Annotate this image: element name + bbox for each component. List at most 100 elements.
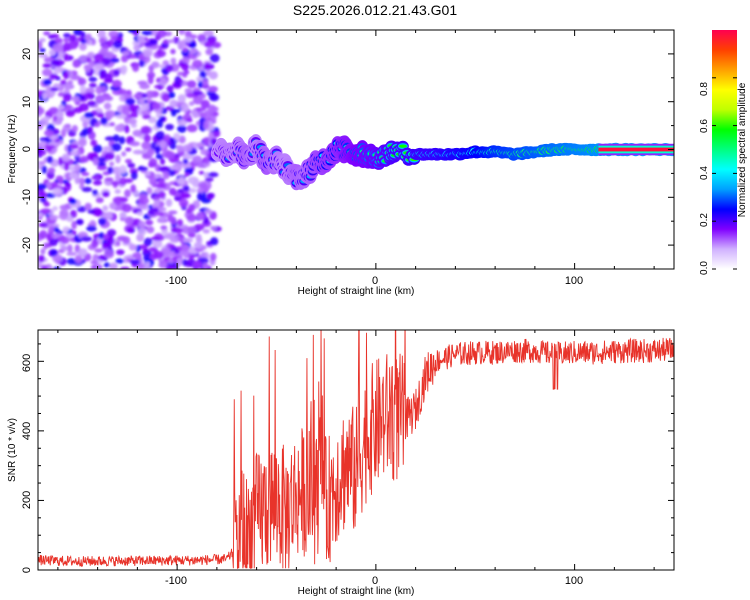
spectrogram-noise-blob [96,112,105,118]
snr-x-axis-label: Height of straight line (km) [298,586,415,597]
spectrogram-noise-blob [212,41,222,49]
colorbar-label: Normalized spectral amplitude [737,82,748,217]
colorbar-tick-label: 0.8 [699,82,710,96]
spectrogram-noise-blob [209,252,217,261]
spectrogram-noise-blob [92,180,103,186]
spectrogram-noise-blob [125,97,136,106]
spectrogram-signal-core [398,144,407,148]
spectrogram-noise-blob [57,92,65,97]
spectrogram-noise-blob [59,204,70,211]
spectrogram-noise-blob [119,94,126,102]
colorbar-ticks [712,77,737,270]
spectrogram-noise-blob [119,177,127,186]
spectrogram-noise-blob [176,178,185,185]
spectrogram-noise-blob [121,151,127,157]
spectrogram-noise-blob [110,35,118,41]
spectrogram-noise-blob [211,106,219,112]
spectrogram-noise-blob [183,249,190,259]
spectrogram-noise-blob [81,236,92,242]
spectrogram-noise-blob [90,260,99,265]
spectrogram-noise-blob [118,136,126,145]
spectrogram-noise-blob [40,265,49,269]
spectrogram-noise-blob [207,172,219,178]
spectrogram-noise-blob [121,50,130,56]
spectrogram-noise-blob [40,196,47,203]
spectrogram-noise-blob [49,73,59,80]
spectrogram-noise-blob [101,44,109,49]
spectrogram-noise-blob [38,183,47,190]
spectrogram-noise-blob [150,236,162,241]
spectrogram-noise-blob [98,217,107,226]
spectrogram-noise-blob [100,85,107,94]
spectrogram-noise-blob [58,104,65,110]
spectrogram-noise-blob [63,37,70,43]
spectrogram-noise-blob [209,225,217,231]
spectrogram-noise-blob [115,173,121,182]
spectrogram-noise-blob [94,122,100,128]
spectrogram-noise-blob [209,237,219,246]
spectrogram-panel: -100 0 100 Height of straight line (km) … [7,29,675,297]
spectrogram-noise-blob [157,191,166,199]
spectrogram-noise-blob [124,124,130,134]
spectrogram-y-tick-label: 20 [21,48,33,60]
spectrogram-noise-blob [138,220,146,230]
spectrogram-heat [38,30,674,269]
spectrogram-noise-blob [138,244,149,250]
spectrogram-noise-blob [43,57,54,63]
spectrogram-noise-blob [149,39,158,44]
snr-y-tick-label: 400 [21,422,33,440]
spectrogram-noise-blob [90,265,97,269]
spectrogram-noise-blob [81,248,88,256]
spectrogram-noise-blob [153,173,163,178]
spectrogram-noise-blob [48,107,59,115]
spectrogram-noise-blob [157,166,169,172]
spectrogram-noise-blob [146,186,153,195]
spectrogram-noise-blob [103,249,115,259]
spectrogram-noise-blob [104,211,113,220]
spectrogram-noise-blob [91,175,100,180]
spectrogram-noise-blob [68,34,77,43]
figure-title: S225.2026.012.21.43.G01 [293,2,457,18]
snr-series [38,330,674,570]
spectrogram-noise-blob [63,162,70,171]
spectrogram-noise-blob [38,212,44,218]
spectrogram-noise-blob [168,210,178,215]
spectrogram-noise-blob [71,95,81,102]
spectrogram-noise-blob [177,40,185,50]
spectrogram-noise-blob [107,166,114,175]
spectrogram-noise-blob [122,236,131,244]
spectrogram-noise [38,30,222,269]
colorbar-tick-label: 0.2 [699,213,710,227]
spectrogram-noise-blob [62,124,71,132]
spectrogram-noise-blob [176,257,183,267]
snr-panel: -100 0 100 Height of straight line (km) … [7,329,675,597]
spectrogram-noise-blob [66,216,74,223]
spectrogram-noise-blob [120,66,127,76]
spectrogram-noise-blob [203,120,210,130]
spectrogram-noise-blob [211,116,217,121]
spectrogram-noise-blob [84,87,95,95]
spectrogram-noise-blob [81,172,90,177]
spectrogram-noise-blob [86,225,97,232]
spectrogram-noise-blob [153,211,162,216]
spectrogram-noise-blob [185,118,193,123]
spectrogram-carrier-core [598,147,674,152]
colorbar-tick-label: 0.4 [699,166,710,180]
spectrogram-noise-blob [88,76,98,82]
spectrogram-noise-blob [180,192,191,199]
spectrogram-noise-blob [132,149,144,155]
spectrogram-noise-blob [203,216,210,225]
spectrogram-noise-blob [79,155,90,163]
spectrogram-noise-blob [58,156,64,166]
spectrogram-noise-blob [156,30,167,38]
spectrogram-noise-blob [187,176,199,185]
spectrogram-noise-blob [46,233,52,242]
spectrogram-noise-blob [104,136,116,141]
spectrogram-noise-blob [169,137,176,144]
spectrogram-noise-blob [160,225,168,230]
spectrogram-noise-blob [67,79,74,85]
spectrogram-noise-blob [138,196,149,205]
spectrogram-noise-blob [182,158,189,165]
spectrogram-noise-blob [43,201,51,207]
spectrogram-noise-blob [41,68,53,77]
